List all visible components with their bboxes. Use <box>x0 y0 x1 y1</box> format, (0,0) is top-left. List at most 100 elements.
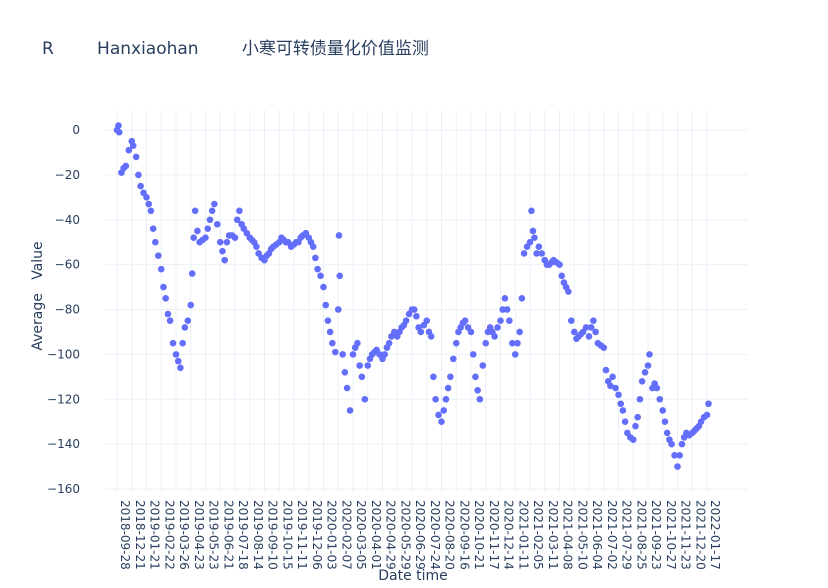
data-point[interactable] <box>174 357 182 365</box>
data-point[interactable] <box>558 272 566 280</box>
data-point[interactable] <box>219 247 226 255</box>
data-point[interactable] <box>619 407 627 414</box>
data-point[interactable] <box>533 250 540 257</box>
data-point[interactable] <box>322 301 330 309</box>
data-point[interactable] <box>191 207 199 215</box>
data-point[interactable] <box>509 339 516 347</box>
data-point[interactable] <box>216 238 224 246</box>
data-point[interactable] <box>361 395 369 403</box>
data-point[interactable] <box>309 243 317 250</box>
data-point[interactable] <box>324 317 332 325</box>
data-point[interactable] <box>364 362 372 369</box>
data-point[interactable] <box>332 348 339 356</box>
data-point[interactable] <box>612 384 619 392</box>
data-point[interactable] <box>122 162 130 170</box>
data-point[interactable] <box>211 200 218 208</box>
data-point[interactable] <box>358 373 366 381</box>
data-point[interactable] <box>501 294 509 302</box>
data-point[interactable] <box>152 238 159 246</box>
data-point[interactable] <box>592 328 599 336</box>
data-point[interactable] <box>474 386 481 394</box>
data-point[interactable] <box>115 128 123 136</box>
data-point[interactable] <box>632 422 639 430</box>
data-point[interactable] <box>172 351 180 358</box>
data-point[interactable] <box>494 324 501 331</box>
data-point[interactable] <box>314 265 321 273</box>
data-point[interactable] <box>427 333 435 340</box>
data-point[interactable] <box>479 362 487 369</box>
data-point[interactable] <box>587 324 595 331</box>
data-point[interactable] <box>145 200 153 208</box>
data-point[interactable] <box>410 306 418 313</box>
data-point[interactable] <box>343 384 351 392</box>
data-point[interactable] <box>231 234 239 241</box>
data-point[interactable] <box>585 333 593 340</box>
data-point[interactable] <box>476 395 484 403</box>
data-point[interactable] <box>129 142 137 150</box>
data-point[interactable] <box>164 310 172 318</box>
data-point[interactable] <box>341 369 349 376</box>
data-point[interactable] <box>440 407 448 414</box>
data-point[interactable] <box>609 373 616 381</box>
data-point[interactable] <box>447 373 454 381</box>
data-point[interactable] <box>147 207 155 215</box>
data-point[interactable] <box>531 234 538 241</box>
data-point[interactable] <box>417 328 425 336</box>
data-point[interactable] <box>514 339 521 347</box>
data-point[interactable] <box>317 272 324 280</box>
data-point[interactable] <box>385 339 393 347</box>
data-point[interactable] <box>190 234 197 241</box>
data-point[interactable] <box>641 369 649 376</box>
data-point[interactable] <box>503 306 511 313</box>
data-point[interactable] <box>149 225 157 233</box>
data-point[interactable] <box>535 243 543 250</box>
data-point[interactable] <box>329 339 336 347</box>
data-point[interactable] <box>497 317 504 325</box>
data-point[interactable] <box>442 395 450 403</box>
data-point[interactable] <box>312 254 319 262</box>
data-point[interactable] <box>634 413 641 421</box>
data-point[interactable] <box>143 194 150 201</box>
data-point[interactable] <box>526 238 534 246</box>
data-point[interactable] <box>233 216 241 224</box>
data-point[interactable] <box>160 283 167 291</box>
data-point[interactable] <box>472 373 479 381</box>
data-point[interactable] <box>162 294 169 302</box>
data-point[interactable] <box>668 440 675 448</box>
data-point[interactable] <box>528 207 535 215</box>
data-point[interactable] <box>615 391 622 399</box>
data-point[interactable] <box>506 317 513 325</box>
data-point[interactable] <box>206 216 214 224</box>
data-point[interactable] <box>349 351 357 358</box>
data-point[interactable] <box>135 171 142 179</box>
data-point[interactable] <box>137 182 144 190</box>
data-point[interactable] <box>208 207 216 215</box>
data-point[interactable] <box>570 328 578 336</box>
data-point[interactable] <box>435 411 442 419</box>
data-point[interactable] <box>188 270 196 277</box>
data-point[interactable] <box>703 411 711 419</box>
data-point[interactable] <box>166 317 174 325</box>
data-point[interactable] <box>223 238 231 246</box>
data-point[interactable] <box>204 225 212 233</box>
data-point[interactable] <box>590 317 597 325</box>
data-point[interactable] <box>678 440 686 448</box>
data-point[interactable] <box>320 283 327 291</box>
data-point[interactable] <box>671 452 678 459</box>
data-point[interactable] <box>381 351 389 358</box>
data-point[interactable] <box>450 355 457 363</box>
data-point[interactable] <box>705 400 712 408</box>
data-point[interactable] <box>179 339 186 347</box>
data-point[interactable] <box>518 294 526 302</box>
data-point[interactable] <box>629 436 637 443</box>
data-point[interactable] <box>155 252 162 259</box>
data-point[interactable] <box>202 234 209 241</box>
data-point[interactable] <box>520 250 528 257</box>
data-point[interactable] <box>423 317 431 325</box>
data-point[interactable] <box>674 463 681 470</box>
data-point[interactable] <box>516 328 523 336</box>
data-point[interactable] <box>125 146 133 154</box>
data-point[interactable] <box>354 339 361 347</box>
data-point[interactable] <box>511 351 519 358</box>
